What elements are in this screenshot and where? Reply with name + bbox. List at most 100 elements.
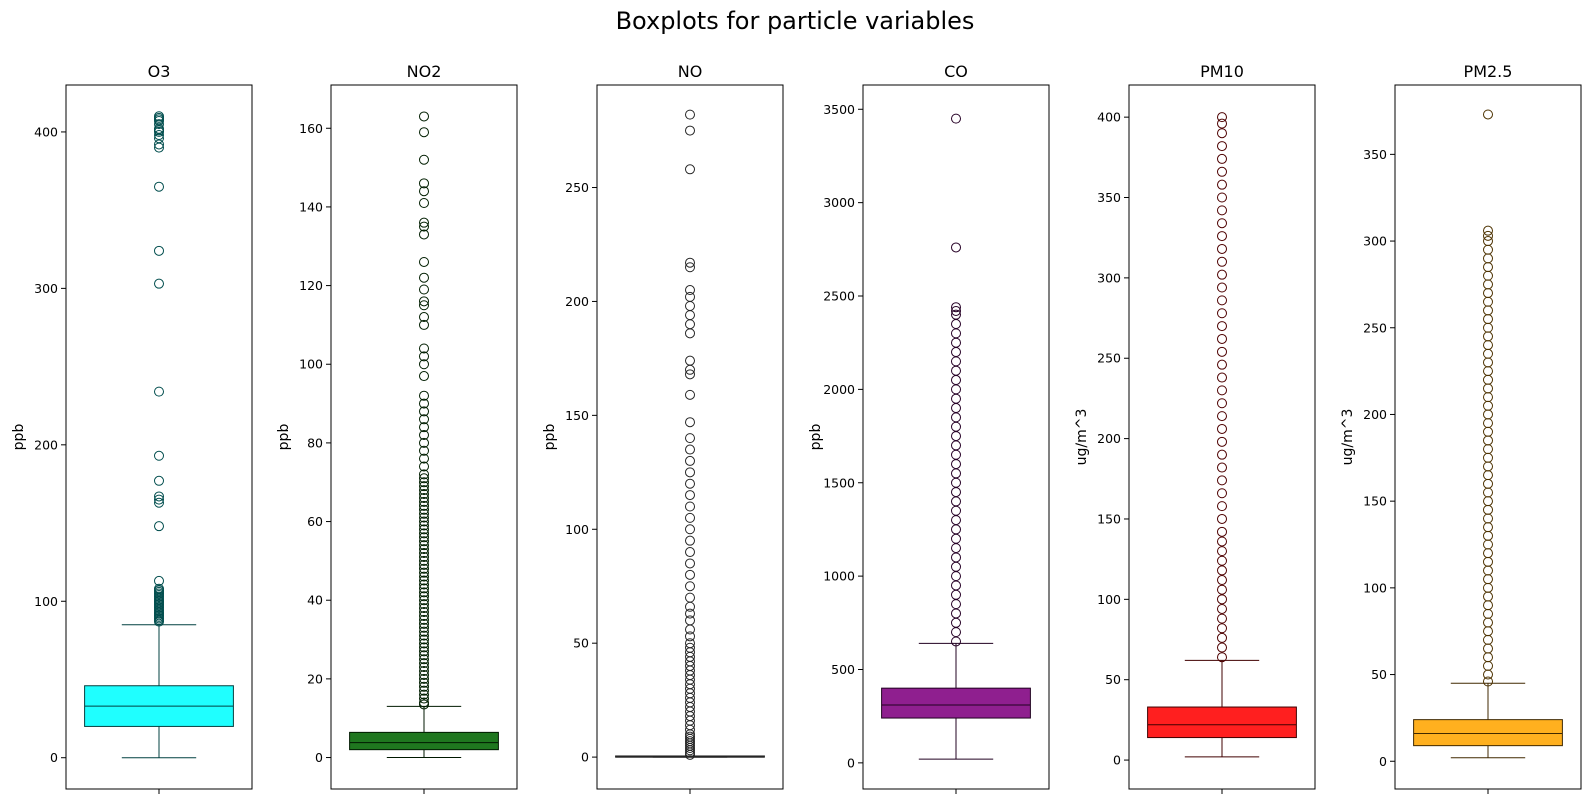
outlier-point <box>685 624 695 635</box>
outlier-point <box>951 356 961 367</box>
outlier-point <box>1483 530 1493 541</box>
outlier-point <box>419 296 429 307</box>
y-tick-label: 250 <box>1363 320 1387 335</box>
outlier-point <box>154 245 164 256</box>
outlier-point <box>419 666 429 677</box>
outlier-point <box>419 414 429 425</box>
y-tick-label: 150 <box>565 408 589 423</box>
outlier-point <box>685 547 695 558</box>
outlier-point <box>1217 205 1227 216</box>
outlier-point <box>419 599 429 610</box>
outlier-point <box>1483 643 1493 654</box>
outlier-point <box>419 559 429 570</box>
outlier-point <box>685 319 695 330</box>
outlier-point <box>685 125 695 136</box>
y-axis-label: ppb <box>542 424 558 451</box>
outlier-point <box>1483 574 1493 585</box>
panel-co: CO ppb 0 500 1000 1500 2000 2500 3000 3500 <box>808 62 1050 794</box>
outlier-point <box>1483 548 1493 559</box>
outlier-point <box>419 551 429 562</box>
y-tick-label: 200 <box>34 437 58 452</box>
y-tick-label: 100 <box>1363 580 1387 595</box>
y-axis-label: ug/m^3 <box>1340 409 1356 466</box>
outlier-point <box>1217 565 1227 576</box>
y-tick-label: 300 <box>34 281 58 296</box>
outlier-point <box>1483 582 1493 593</box>
outlier-point <box>419 256 429 267</box>
outlier-point <box>419 591 429 602</box>
outlier-point <box>419 178 429 189</box>
outlier-point <box>685 535 695 546</box>
panel-pm2.5: PM2.5 ug/m^3 0 50 100 150 200 250 300 350 <box>1340 62 1582 794</box>
outlier-point <box>1483 591 1493 602</box>
outlier-point <box>1483 452 1493 463</box>
y-tick-label: 1000 <box>823 569 855 584</box>
outlier-point <box>951 599 961 610</box>
outlier-point <box>1483 669 1493 680</box>
outlier-point <box>419 575 429 586</box>
y-tick-label: 250 <box>1097 351 1121 366</box>
outlier-point <box>1217 256 1227 267</box>
outlier-point <box>685 736 695 747</box>
outlier-point <box>419 512 429 523</box>
y-tick-label: 300 <box>1363 234 1387 249</box>
outlier-point <box>1217 141 1227 152</box>
outlier-point <box>419 127 429 138</box>
y-tick-label: 3000 <box>823 195 855 210</box>
outlier-point <box>419 154 429 165</box>
outlier-point <box>1483 418 1493 429</box>
outlier-point <box>1483 426 1493 437</box>
outlier-point <box>1483 230 1493 241</box>
outlier-point <box>419 477 429 488</box>
outlier-point <box>1483 539 1493 550</box>
outlier-point <box>951 533 961 544</box>
outlier-point <box>419 595 429 606</box>
outlier-point <box>1217 179 1227 190</box>
outlier-point <box>685 444 695 455</box>
outlier-point <box>951 403 961 414</box>
y-tick-label: 1500 <box>823 475 855 490</box>
outlier-point <box>1217 623 1227 634</box>
outlier-point <box>951 552 961 563</box>
outlier-point <box>1217 475 1227 486</box>
outlier-point <box>419 693 429 704</box>
outlier-point <box>1483 504 1493 515</box>
outlier-point <box>1483 556 1493 567</box>
outlier-point <box>1483 296 1493 307</box>
outlier-point <box>154 181 164 192</box>
outlier-point <box>419 500 429 511</box>
outlier-point <box>1217 575 1227 586</box>
outlier-point <box>419 489 429 500</box>
outlier-point <box>1217 632 1227 643</box>
outlier-point <box>951 412 961 423</box>
outlier-point <box>1483 617 1493 628</box>
outlier-point <box>419 351 429 362</box>
outlier-point <box>1217 231 1227 242</box>
outlier-point <box>1483 348 1493 359</box>
outlier-point <box>1217 513 1227 524</box>
outlier-point <box>1217 449 1227 460</box>
outlier-point <box>419 603 429 614</box>
iqr-box <box>1147 706 1297 739</box>
y-tick-label: 120 <box>299 278 323 293</box>
y-tick-label: 200 <box>1363 407 1387 422</box>
outlier-point <box>951 543 961 554</box>
outlier-point <box>419 520 429 531</box>
panel-no: NO ppb 0 50 100 150 200 250 <box>542 62 784 794</box>
outlier-point <box>419 390 429 401</box>
outlier-point <box>1483 565 1493 576</box>
outlier-point <box>1483 634 1493 645</box>
outlier-point <box>951 608 961 619</box>
outlier-point <box>419 492 429 503</box>
outlier-point <box>154 386 164 397</box>
y-tick-label: 0 <box>1113 753 1121 768</box>
outlier-point <box>1217 321 1227 332</box>
outlier-point <box>1217 192 1227 203</box>
outlier-point <box>1483 487 1493 498</box>
outlier-point <box>419 473 429 484</box>
outlier-point <box>951 449 961 460</box>
outlier-point <box>951 328 961 339</box>
outlier-point <box>1217 536 1227 547</box>
outlier-point <box>1483 225 1493 236</box>
